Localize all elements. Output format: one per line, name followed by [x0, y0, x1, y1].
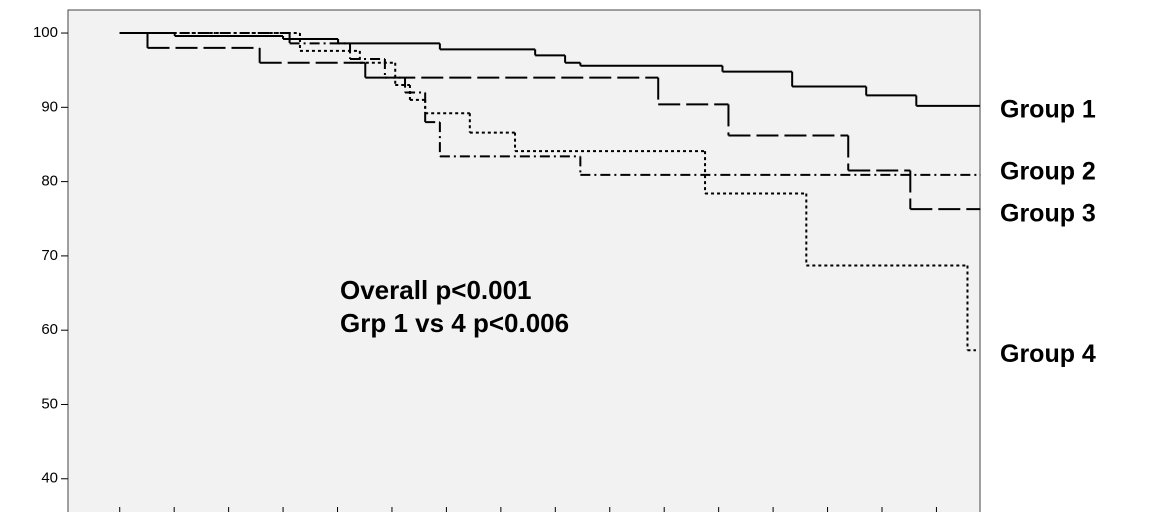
- y-tick-label: 100: [33, 24, 58, 41]
- y-tick-label: 90: [41, 98, 58, 115]
- y-tick-label: 80: [41, 173, 58, 190]
- legend-label: Group 3: [1000, 200, 1096, 228]
- plot-area: [67, 9, 981, 512]
- legend-label: Group 2: [1000, 158, 1096, 186]
- y-tick-label: 40: [41, 470, 58, 487]
- legend-label: Group 4: [1000, 340, 1096, 368]
- y-tick-label: 50: [41, 395, 58, 412]
- annotation: Grp 1 vs 4 p<0.006: [340, 308, 569, 338]
- annotation: Overall p<0.001: [340, 275, 532, 305]
- y-tick-label: 70: [41, 247, 58, 264]
- y-tick-label: 60: [41, 321, 58, 338]
- legend-label: Group 1: [1000, 95, 1096, 123]
